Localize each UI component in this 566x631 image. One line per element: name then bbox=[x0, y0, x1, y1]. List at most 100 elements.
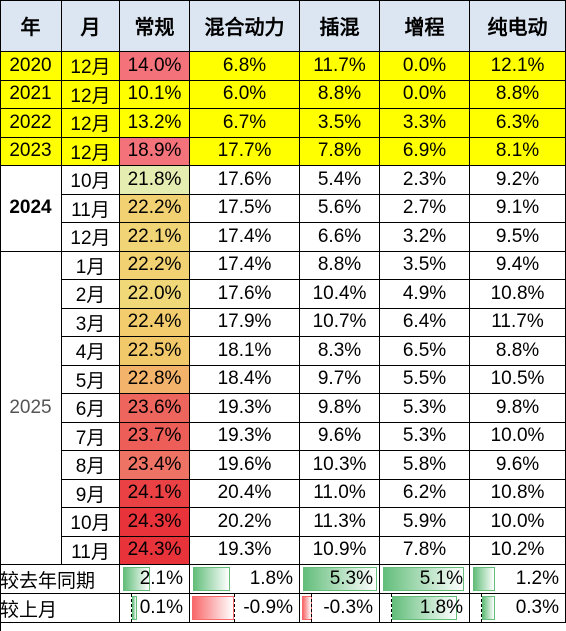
value-cell-col1-text: 6.8% bbox=[222, 54, 267, 76]
summary-value-1-col3-text: 1.8% bbox=[419, 597, 463, 618]
value-cell-col2-text: 11.0% bbox=[313, 482, 366, 504]
summary-value-1-col4: 0.3% bbox=[470, 594, 566, 623]
year-cell-2022: 2022 bbox=[0, 109, 62, 138]
data-bar bbox=[473, 567, 495, 591]
value-cell-col1-text: 17.5% bbox=[217, 197, 272, 219]
value-cell-col1: 6.0% bbox=[190, 80, 300, 109]
value-cell-col1-text: 18.1% bbox=[217, 339, 272, 361]
month-cell-text: 3月 bbox=[75, 313, 106, 335]
month-cell-text: 12月 bbox=[70, 114, 111, 136]
value-cell-col2-text: 3.5% bbox=[317, 111, 362, 133]
data-bar bbox=[482, 596, 496, 620]
value-cell-col3: 2.7% bbox=[380, 194, 470, 223]
value-cell-col4-text: 6.3% bbox=[495, 111, 540, 133]
value-cell-col0-text: 24.3% bbox=[127, 510, 182, 532]
summary-value-0-col3: 5.1% bbox=[380, 565, 470, 594]
value-cell-col4: 12.1% bbox=[470, 52, 566, 81]
value-cell-col2: 11.0% bbox=[300, 479, 380, 508]
summary-value-0-col1: 1.8% bbox=[190, 565, 300, 594]
value-cell-col3: 3.3% bbox=[380, 109, 470, 138]
value-cell-col4: 10.5% bbox=[470, 365, 566, 394]
month-cell: 12月 bbox=[62, 109, 120, 138]
value-cell-col2: 8.8% bbox=[300, 251, 380, 280]
year-cell-2022-text: 2022 bbox=[9, 111, 52, 133]
value-cell-col4: 9.2% bbox=[470, 166, 566, 195]
year-cell-2021: 2021 bbox=[0, 80, 62, 109]
summary-value-1-col0-text: 0.1% bbox=[139, 597, 183, 618]
month-cell: 9月 bbox=[62, 479, 120, 508]
value-cell-col1: 6.7% bbox=[190, 109, 300, 138]
value-cell-col2: 11.7% bbox=[300, 52, 380, 81]
value-cell-col0-text: 22.0% bbox=[127, 282, 182, 304]
value-cell-col0-text: 22.5% bbox=[127, 339, 182, 361]
summary-value-1-col4-text: 0.3% bbox=[515, 597, 559, 618]
data-bar-axis bbox=[131, 594, 132, 622]
value-cell-col3: 5.3% bbox=[380, 422, 470, 451]
summary-label-0-text: 较去年同期 bbox=[0, 570, 96, 592]
value-cell-col0-text: 22.2% bbox=[127, 254, 182, 276]
month-cell-text: 12月 bbox=[70, 57, 111, 79]
summary-label-1-text: 较上月 bbox=[0, 599, 58, 621]
value-cell-col4-text: 10.2% bbox=[490, 539, 545, 561]
value-cell-col1-text: 17.4% bbox=[217, 254, 272, 276]
value-cell-col3-text: 4.9% bbox=[402, 282, 447, 304]
value-cell-col4-text: 9.6% bbox=[495, 453, 540, 475]
summary-value-0-col2: 5.3% bbox=[300, 565, 380, 594]
value-cell-col1-text: 19.3% bbox=[217, 539, 272, 561]
value-cell-col4-text: 9.4% bbox=[495, 254, 540, 276]
value-cell-col2: 9.6% bbox=[300, 422, 380, 451]
value-cell-col4-text: 10.8% bbox=[490, 282, 545, 304]
summary-value-1-col0: 0.1% bbox=[120, 594, 190, 623]
header-6-text: 纯电动 bbox=[487, 17, 548, 39]
value-cell-col3-text: 5.9% bbox=[402, 510, 447, 532]
year-cell-2024-text: 2024 bbox=[9, 197, 52, 219]
value-cell-col2-text: 8.8% bbox=[317, 254, 362, 276]
value-cell-col0-text: 23.7% bbox=[127, 425, 182, 447]
month-cell: 3月 bbox=[62, 308, 120, 337]
header-4: 插混 bbox=[300, 0, 380, 52]
month-cell: 10月 bbox=[62, 508, 120, 537]
value-cell-col4: 6.3% bbox=[470, 109, 566, 138]
year-cell-2020-text: 2020 bbox=[9, 54, 52, 76]
value-cell-col4-text: 10.0% bbox=[490, 425, 545, 447]
month-cell: 10月 bbox=[62, 166, 120, 195]
value-cell-col2: 10.9% bbox=[300, 536, 380, 565]
year-cell-2021-text: 2021 bbox=[9, 83, 52, 105]
value-cell-col4: 11.7% bbox=[470, 308, 566, 337]
value-cell-col3: 5.8% bbox=[380, 451, 470, 480]
month-cell-text: 11月 bbox=[71, 199, 110, 221]
month-cell: 11月 bbox=[62, 194, 120, 223]
value-cell-col1: 20.4% bbox=[190, 479, 300, 508]
value-cell-col0-text: 24.3% bbox=[127, 539, 182, 561]
month-cell: 12月 bbox=[62, 52, 120, 81]
value-cell-col0-text: 18.9% bbox=[127, 140, 182, 162]
value-cell-col3-text: 5.3% bbox=[402, 396, 447, 418]
value-cell-col4-text: 9.1% bbox=[495, 197, 540, 219]
value-cell-col0: 23.6% bbox=[120, 394, 190, 423]
summary-value-1-col2-text: -0.3% bbox=[323, 597, 373, 618]
value-cell-col2: 11.3% bbox=[300, 508, 380, 537]
value-cell-col3: 5.9% bbox=[380, 508, 470, 537]
value-cell-col1-text: 20.4% bbox=[217, 482, 272, 504]
header-3-text: 混合动力 bbox=[204, 17, 285, 39]
value-cell-col0: 23.4% bbox=[120, 451, 190, 480]
value-cell-col2-text: 7.8% bbox=[317, 140, 362, 162]
value-cell-col4-text: 8.8% bbox=[495, 83, 540, 105]
data-bar-axis bbox=[481, 594, 482, 622]
summary-value-0-col2-text: 5.3% bbox=[329, 568, 373, 589]
data-bar bbox=[392, 596, 457, 620]
value-cell-col2-text: 10.4% bbox=[312, 282, 367, 304]
value-cell-col4: 10.0% bbox=[470, 422, 566, 451]
month-cell-text: 5月 bbox=[75, 370, 106, 392]
value-cell-col3-text: 6.2% bbox=[402, 482, 447, 504]
year-cell-2020: 2020 bbox=[0, 52, 62, 81]
header-2-text: 常规 bbox=[134, 17, 175, 39]
year-cell-2025-text: 2025 bbox=[9, 396, 52, 418]
month-cell: 2月 bbox=[62, 280, 120, 309]
value-cell-col3: 5.5% bbox=[380, 365, 470, 394]
value-cell-col1: 18.4% bbox=[190, 365, 300, 394]
month-cell: 4月 bbox=[62, 337, 120, 366]
value-cell-col3: 0.0% bbox=[380, 80, 470, 109]
value-cell-col0: 22.1% bbox=[120, 223, 190, 252]
header-5: 增程 bbox=[380, 0, 470, 52]
